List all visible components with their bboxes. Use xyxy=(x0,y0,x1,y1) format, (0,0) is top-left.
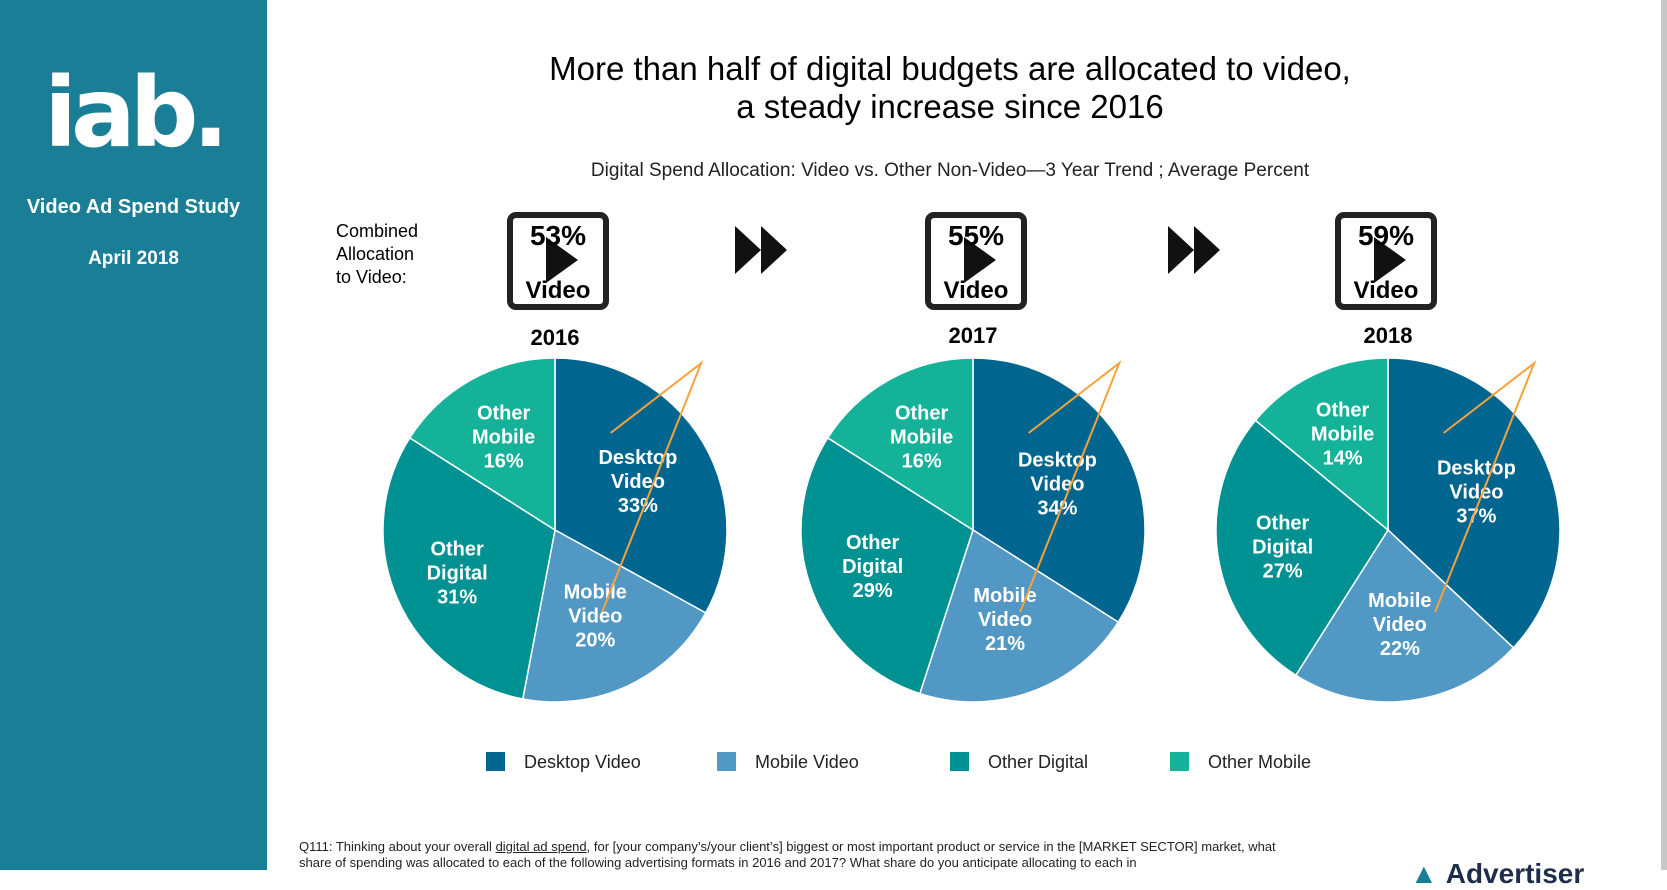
pie-slice-2018-mobile-video xyxy=(1294,528,1515,703)
slice-label-2016-other-digital: Other xyxy=(430,538,484,560)
slice-label-2018-mobile-video: Mobile xyxy=(1368,590,1431,612)
slice-label-2016-mobile-video: Mobile xyxy=(564,582,627,604)
shift-arrow-2017 xyxy=(1019,360,1122,613)
chart-subtitle: Digital Spend Allocation: Video vs. Othe… xyxy=(590,160,1310,181)
pie-slice-2018-other-mobile xyxy=(1254,357,1389,532)
play-icon xyxy=(964,237,996,283)
slice-label-2017-other-mobile: Mobile xyxy=(890,427,953,449)
footnote-rest: , for [your company’s/your client’s] big… xyxy=(299,839,1276,870)
slice-label-2016-other-mobile: 16% xyxy=(484,451,524,473)
combined-video-percent-2018: 59% xyxy=(1358,220,1414,251)
iab-logo: iab. xyxy=(44,57,229,169)
slice-label-2018-other-mobile: Mobile xyxy=(1311,424,1374,446)
pie-slice-2017-other-mobile xyxy=(826,357,974,532)
pie-slice-2017-desktop-video xyxy=(972,357,1146,624)
pie-slice-2017-other-digital xyxy=(800,436,974,695)
slice-label-2016-mobile-video: Video xyxy=(568,606,622,628)
footnote-question: Q111: Thinking about your overall xyxy=(299,839,496,854)
combined-line-2: Allocation xyxy=(336,244,415,264)
fast-forward-icon xyxy=(735,226,761,274)
advertiser-mark-icon: ▲ xyxy=(1410,858,1438,889)
legend-swatch-other-mobile xyxy=(1170,752,1189,771)
combined-line-1: Combined xyxy=(336,221,419,241)
slice-label-2018-desktop-video: Video xyxy=(1449,482,1503,504)
slice-label-2018-other-mobile: Other xyxy=(1316,400,1370,422)
slice-label-2018-mobile-video: 22% xyxy=(1380,638,1420,660)
slice-label-2018-other-digital: 27% xyxy=(1263,561,1303,583)
slice-label-2016-mobile-video: 20% xyxy=(575,630,615,652)
slice-label-2017-other-digital: Other xyxy=(846,532,900,554)
slice-label-2016-other-mobile: Other xyxy=(477,403,531,425)
fast-forward-icon xyxy=(761,226,787,274)
slice-label-2017-desktop-video: Video xyxy=(1030,474,1084,496)
slice-label-2017-other-digital: Digital xyxy=(842,556,903,578)
slice-label-2018-other-digital: Other xyxy=(1256,513,1310,535)
study-date: April 2018 xyxy=(88,248,179,269)
slide-edge xyxy=(1661,0,1667,870)
pie-slice-2016-mobile-video xyxy=(521,528,707,703)
shift-arrow-2018 xyxy=(1434,360,1537,613)
pie-slice-2018-other-digital xyxy=(1215,419,1389,677)
play-icon xyxy=(546,237,578,283)
legend-label-desktop-video: Desktop Video xyxy=(524,752,641,772)
pie-slice-2016-desktop-video xyxy=(554,357,728,614)
slice-label-2018-desktop-video: 37% xyxy=(1456,506,1496,528)
advertiser-logo: ▲ Advertiser xyxy=(1410,858,1650,890)
slice-label-2017-desktop-video: Desktop xyxy=(1018,450,1097,472)
slice-label-2016-other-digital: Digital xyxy=(427,562,488,584)
legend-label-other-digital: Other Digital xyxy=(988,752,1088,772)
fast-forward-icon xyxy=(1168,226,1194,274)
shift-arrow-2016 xyxy=(601,360,704,613)
legend-swatch-mobile-video xyxy=(717,752,736,771)
year-label-2018: 2018 xyxy=(1364,323,1413,348)
combined-allocation-label: Combined Allocation to Video: xyxy=(336,220,456,289)
title-line-2: a steady increase since 2016 xyxy=(736,88,1164,125)
year-label-2017: 2017 xyxy=(949,323,998,348)
sidebar: iab. Video Ad Spend Study April 2018 xyxy=(0,0,267,870)
pie-slice-2017-mobile-video xyxy=(918,528,1120,703)
slice-label-2018-other-mobile: 14% xyxy=(1323,448,1363,470)
slice-label-2018-desktop-video: Desktop xyxy=(1437,458,1516,480)
slice-label-2017-other-mobile: 16% xyxy=(902,451,942,473)
pie-slice-2018-desktop-video xyxy=(1387,357,1561,649)
slide-title: More than half of digital budgets are al… xyxy=(400,50,1500,126)
slice-label-2017-mobile-video: 21% xyxy=(985,633,1025,655)
slice-label-2017-other-mobile: Other xyxy=(895,403,949,425)
footnote-link[interactable]: digital ad spend xyxy=(495,839,587,854)
combined-video-percent-2017: 55% xyxy=(948,220,1004,251)
advertiser-logo-text: Advertiser xyxy=(1445,858,1585,889)
legend-swatch-desktop-video xyxy=(486,752,505,771)
fast-forward-icon xyxy=(1194,226,1220,274)
slice-label-2017-other-digital: 29% xyxy=(853,580,893,602)
play-icon xyxy=(1374,237,1406,283)
slice-label-2016-other-mobile: Mobile xyxy=(472,427,535,449)
slice-label-2016-desktop-video: Desktop xyxy=(598,447,677,469)
slice-label-2018-mobile-video: Video xyxy=(1373,614,1427,636)
footnote: Q111: Thinking about your overall digita… xyxy=(299,839,1309,871)
legend-label-mobile-video: Mobile Video xyxy=(755,752,859,772)
pie-slice-2016-other-mobile xyxy=(408,357,556,532)
slice-label-2018-other-digital: Digital xyxy=(1252,537,1313,559)
year-label-2016: 2016 xyxy=(531,325,580,350)
combined-line-3: to Video: xyxy=(336,267,407,287)
slice-label-2017-mobile-video: Video xyxy=(978,609,1032,631)
slice-label-2016-other-digital: 31% xyxy=(437,586,477,608)
legend-label-other-mobile: Other Mobile xyxy=(1208,752,1311,772)
title-line-1: More than half of digital budgets are al… xyxy=(549,50,1351,87)
video-label-2016: Video xyxy=(526,277,591,304)
combined-video-percent-2016: 53% xyxy=(530,220,586,251)
slice-label-2017-desktop-video: 34% xyxy=(1037,498,1077,520)
slice-label-2016-desktop-video: 33% xyxy=(618,495,658,517)
video-label-2018: Video xyxy=(1354,277,1419,304)
legend-swatch-other-digital xyxy=(950,752,969,771)
pie-charts: DesktopVideo33%MobileVideo20%OtherDigita… xyxy=(382,212,1561,772)
slice-label-2017-mobile-video: Mobile xyxy=(973,585,1036,607)
video-label-2017: Video xyxy=(944,277,1009,304)
study-title: Video Ad Spend Study xyxy=(26,196,241,218)
